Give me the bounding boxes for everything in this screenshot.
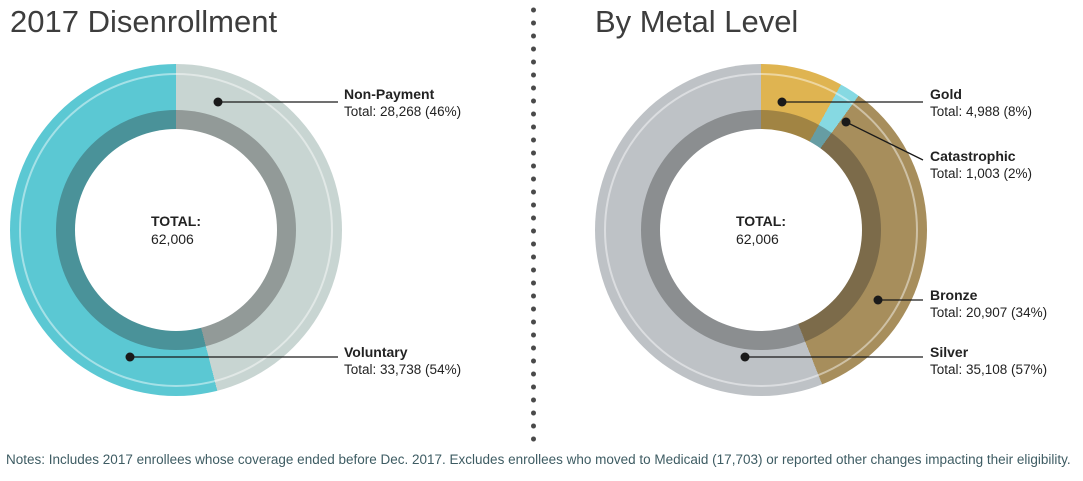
segment-name: Catastrophic xyxy=(930,148,1016,164)
segment-name: Bronze xyxy=(930,287,978,303)
donut-center-text: TOTAL: 62,006 xyxy=(151,212,201,248)
dotted-divider xyxy=(531,6,536,442)
total-value: 62,006 xyxy=(150,231,194,247)
voluntary-label: Voluntary Total: 33,738 (54%) xyxy=(344,344,509,378)
total-label: TOTAL: xyxy=(735,213,787,229)
segment-total: Total: 28,268 (46%) xyxy=(344,104,462,119)
segment-total: Total: 20,907 (34%) xyxy=(930,305,1048,320)
silver-label: Silver Total: 35,108 (57%) xyxy=(930,344,1083,378)
total-label: TOTAL: xyxy=(150,213,202,229)
metal-level-donut: TOTAL: 62,006 xyxy=(595,64,927,396)
gold-label: Gold Total: 4,988 (8%) xyxy=(930,86,1083,120)
non-payment-label: Non-Payment Total: 28,268 (46%) xyxy=(344,86,509,120)
segment-total: Total: 4,988 (8%) xyxy=(930,104,1033,119)
segment-total: Total: 1,003 (2%) xyxy=(930,166,1033,181)
donut-center: TOTAL: 62,006 xyxy=(660,129,862,331)
segment-name: Silver xyxy=(930,344,969,360)
segment-total: Total: 33,738 (54%) xyxy=(344,362,462,377)
catastrophic-label: Catastrophic Total: 1,003 (2%) xyxy=(930,148,1083,182)
segment-total: Total: 35,108 (57%) xyxy=(930,362,1048,377)
metal-level-panel: By Metal Level TOTAL: 62,006 Gold Total:… xyxy=(545,0,1083,445)
metal-level-title: By Metal Level xyxy=(595,4,799,39)
disenrollment-panel: 2017 Disenrollment TOTAL: 62,006 Non-Pay… xyxy=(0,0,530,445)
donut-center: TOTAL: 62,006 xyxy=(75,129,277,331)
bronze-label: Bronze Total: 20,907 (34%) xyxy=(930,287,1083,321)
donut-stripe xyxy=(604,73,918,387)
total-value: 62,006 xyxy=(735,231,779,247)
donut-stripe xyxy=(19,73,333,387)
segment-name: Non-Payment xyxy=(344,86,435,102)
footnote: Notes: Includes 2017 enrollees whose cov… xyxy=(6,452,1071,467)
disenrollment-donut: TOTAL: 62,006 xyxy=(10,64,342,396)
disenrollment-title: 2017 Disenrollment xyxy=(10,4,278,39)
segment-name: Gold xyxy=(930,86,962,102)
donut-center-text: TOTAL: 62,006 xyxy=(736,212,786,248)
segment-name: Voluntary xyxy=(344,344,408,360)
